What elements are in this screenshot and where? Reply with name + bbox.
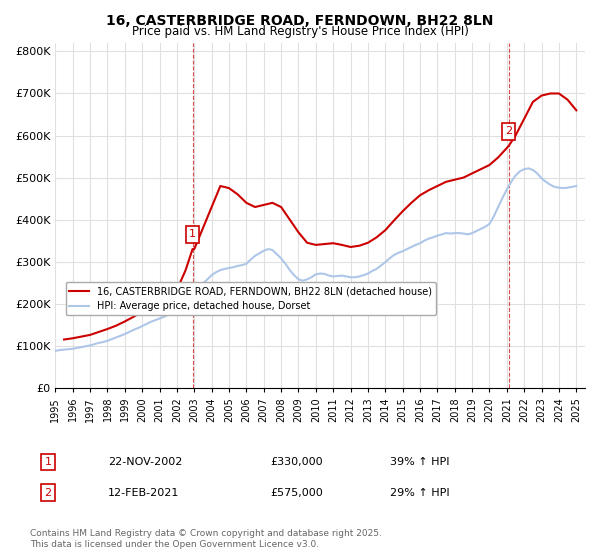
Text: Price paid vs. HM Land Registry's House Price Index (HPI): Price paid vs. HM Land Registry's House … [131,25,469,38]
Text: 29% ↑ HPI: 29% ↑ HPI [390,488,449,498]
Text: 2: 2 [44,488,52,498]
Text: 1: 1 [189,230,196,239]
Text: 16, CASTERBRIDGE ROAD, FERNDOWN, BH22 8LN: 16, CASTERBRIDGE ROAD, FERNDOWN, BH22 8L… [106,14,494,28]
Text: 39% ↑ HPI: 39% ↑ HPI [390,457,449,467]
Text: 1: 1 [44,457,52,467]
Text: £330,000: £330,000 [270,457,323,467]
Text: 2: 2 [505,127,512,136]
Text: 22-NOV-2002: 22-NOV-2002 [108,457,182,467]
Text: Contains HM Land Registry data © Crown copyright and database right 2025.
This d: Contains HM Land Registry data © Crown c… [30,529,382,549]
Text: £575,000: £575,000 [270,488,323,498]
Text: 12-FEB-2021: 12-FEB-2021 [108,488,179,498]
Legend: 16, CASTERBRIDGE ROAD, FERNDOWN, BH22 8LN (detached house), HPI: Average price, : 16, CASTERBRIDGE ROAD, FERNDOWN, BH22 8L… [65,282,436,315]
